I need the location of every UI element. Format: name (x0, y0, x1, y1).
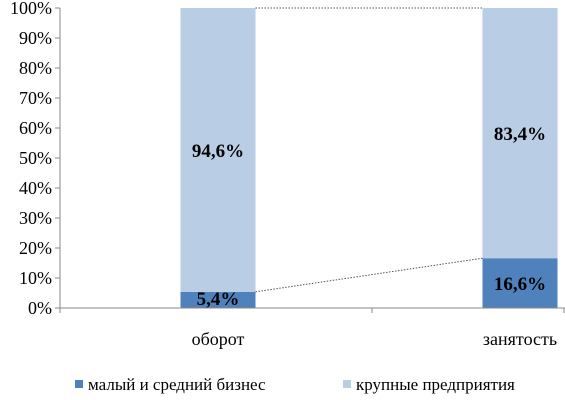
y-tick-label: 20% (19, 238, 52, 258)
bar-segment (482, 8, 558, 259)
legend-label: малый и средний бизнес (88, 375, 266, 394)
y-tick-label: 40% (19, 178, 52, 198)
y-axis: 0% 10% 20% 30% 40% 50% 60% 70% 80% 90% 100% (10, 0, 61, 318)
y-tick-label: 80% (19, 58, 52, 78)
series-lines (255, 7, 483, 293)
y-tick-label: 0% (28, 298, 52, 318)
legend: малый и средний бизнес крупные предприяти… (75, 375, 515, 394)
data-label: 5,4% (197, 289, 240, 310)
series-line (255, 257, 483, 293)
y-tick-label: 70% (19, 88, 52, 108)
bar-segment (180, 291, 256, 308)
x-axis: оборот занятость (59, 307, 565, 349)
y-tick-label: 30% (19, 208, 52, 228)
y-tick-label: 10% (19, 268, 52, 288)
data-label: 16,6% (494, 274, 546, 295)
x-category-label: занятость (483, 329, 557, 349)
y-tick-label: 100% (10, 0, 52, 18)
y-tick-label: 50% (19, 148, 52, 168)
y-tick-label: 60% (19, 118, 52, 138)
legend-swatch (343, 380, 351, 388)
bars: 5,4% 94,6% 16,6% 83,4% (180, 8, 558, 310)
data-label: 83,4% (494, 124, 546, 145)
bar-segment (482, 258, 558, 308)
legend-label: крупные предприятия (356, 375, 515, 394)
legend-swatch (75, 380, 83, 388)
bar-segment (180, 8, 256, 292)
data-label: 94,6% (192, 141, 244, 162)
y-tick-label: 90% (19, 28, 52, 48)
x-category-label: оборот (192, 329, 245, 349)
